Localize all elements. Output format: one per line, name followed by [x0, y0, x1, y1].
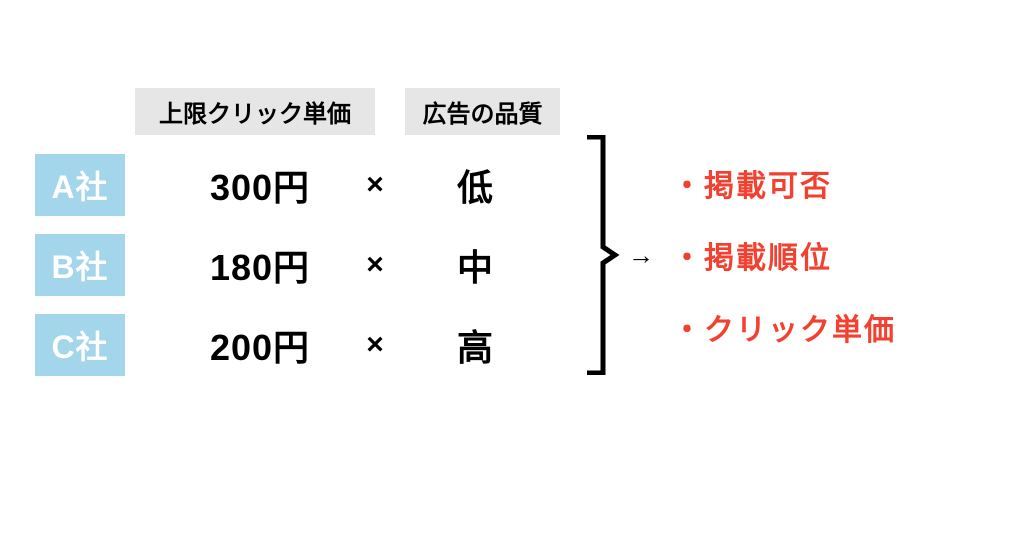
header-cpc: 上限クリック単価	[135, 88, 375, 135]
outcome-item: ・クリック単価	[672, 305, 896, 349]
row-b: B社 180円 × 中	[35, 237, 560, 293]
company-label: C社	[35, 314, 125, 376]
outcome-item: ・掲載可否	[672, 161, 896, 205]
multiply-symbol: ×	[345, 248, 405, 282]
company-label: B社	[35, 234, 125, 296]
outcome-item: ・掲載順位	[672, 233, 896, 277]
quality-value: 低	[425, 159, 525, 211]
multiply-symbol: ×	[345, 168, 405, 202]
quality-value: 中	[425, 239, 525, 291]
row-a: A社 300円 × 低	[35, 157, 560, 213]
cpc-value: 180円	[175, 239, 345, 291]
outcomes-list: ・掲載可否 ・掲載順位 ・クリック単価	[672, 161, 896, 349]
quality-value: 高	[425, 319, 525, 371]
arrow-icon: →	[628, 240, 654, 271]
column-headers: 上限クリック単価 広告の品質	[135, 88, 560, 135]
multiply-symbol: ×	[345, 328, 405, 362]
input-block: 上限クリック単価 広告の品質 A社 300円 × 低 B社 180円 × 中 C…	[35, 88, 560, 373]
bracket-icon	[585, 135, 620, 375]
cpc-value: 200円	[175, 319, 345, 371]
diagram-container: 上限クリック単価 広告の品質 A社 300円 × 低 B社 180円 × 中 C…	[35, 85, 896, 375]
row-c: C社 200円 × 高	[35, 317, 560, 373]
company-label: A社	[35, 154, 125, 216]
header-quality: 広告の品質	[405, 88, 560, 135]
data-rows: A社 300円 × 低 B社 180円 × 中 C社 200円 × 高	[35, 157, 560, 373]
cpc-value: 300円	[175, 159, 345, 211]
